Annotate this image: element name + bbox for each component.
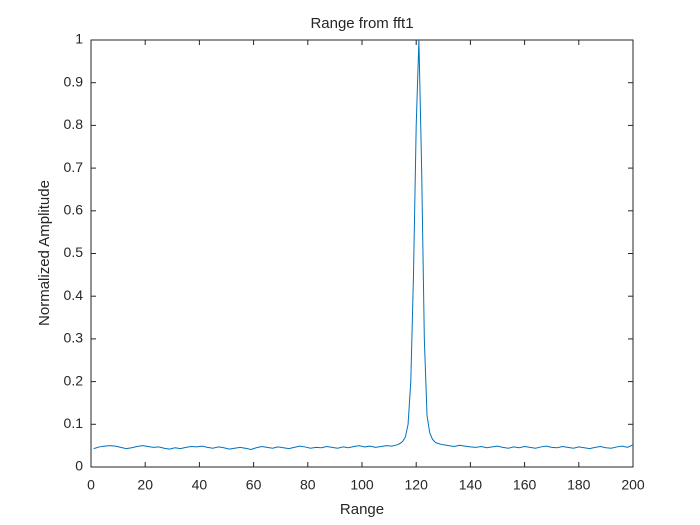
y-tick-label: 0.2 <box>64 372 84 388</box>
x-axis-label: Range <box>340 501 384 518</box>
data-line <box>93 39 634 451</box>
y-tick-label: 0.4 <box>64 287 84 303</box>
y-tick-label: 1 <box>75 31 83 47</box>
y-tick-label: 0.7 <box>64 159 84 175</box>
x-tick-label: 80 <box>300 477 316 493</box>
chart-title: Range from fft1 <box>310 15 413 32</box>
x-tick-label: 200 <box>621 477 645 493</box>
x-tick-label: 40 <box>192 477 208 493</box>
x-tick-label: 60 <box>246 477 262 493</box>
x-tick-label: 20 <box>137 477 153 493</box>
y-tick-label: 0.5 <box>64 244 84 260</box>
y-tick-label: 0.3 <box>64 330 84 346</box>
y-tick-label: 0.9 <box>64 73 84 89</box>
x-tick-label: 120 <box>405 477 429 493</box>
y-tick-label: 0.8 <box>64 116 84 132</box>
x-tick-label: 160 <box>513 477 537 493</box>
x-tick-label: 180 <box>567 477 591 493</box>
y-axis-label: Normalized Amplitude <box>36 180 53 326</box>
y-tick-label: 0.1 <box>64 415 84 431</box>
y-tick-label: 0 <box>75 458 83 474</box>
y-tick-label: 0.6 <box>64 202 84 218</box>
x-tick-label: 0 <box>87 477 95 493</box>
x-tick-label: 100 <box>350 477 374 493</box>
x-tick-label: 140 <box>459 477 483 493</box>
